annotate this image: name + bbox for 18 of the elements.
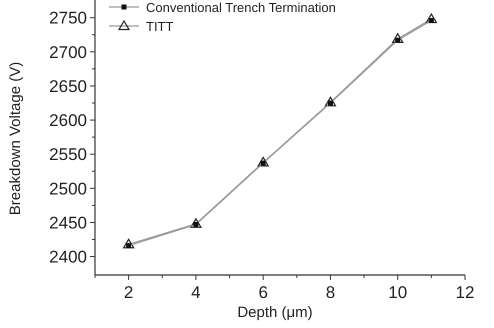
- legend-label: Conventional Trench Termination: [146, 0, 336, 15]
- legend-label: TITT: [146, 19, 174, 34]
- x-tick-label: 10: [388, 283, 408, 302]
- x-tick-label: 12: [456, 283, 474, 302]
- y-tick-label: 2500: [49, 179, 87, 198]
- y-tick-label: 2600: [49, 111, 87, 130]
- y-tick-label: 2750: [49, 8, 87, 28]
- y-tick-label: 2400: [49, 248, 87, 267]
- x-tick-label: 4: [191, 283, 201, 302]
- x-tick-label: 2: [124, 283, 134, 302]
- y-axis-title: Breakdown Voltage (V): [7, 62, 24, 216]
- y-tick-label: 2550: [49, 145, 87, 164]
- y-tick-label: 2700: [49, 42, 87, 62]
- x-tick-label: 8: [326, 283, 336, 302]
- x-tick-label: 6: [258, 283, 268, 302]
- y-tick-label: 2450: [49, 213, 87, 232]
- y-tick-label: 2650: [49, 76, 87, 96]
- x-axis-title: Depth (μm): [237, 304, 313, 321]
